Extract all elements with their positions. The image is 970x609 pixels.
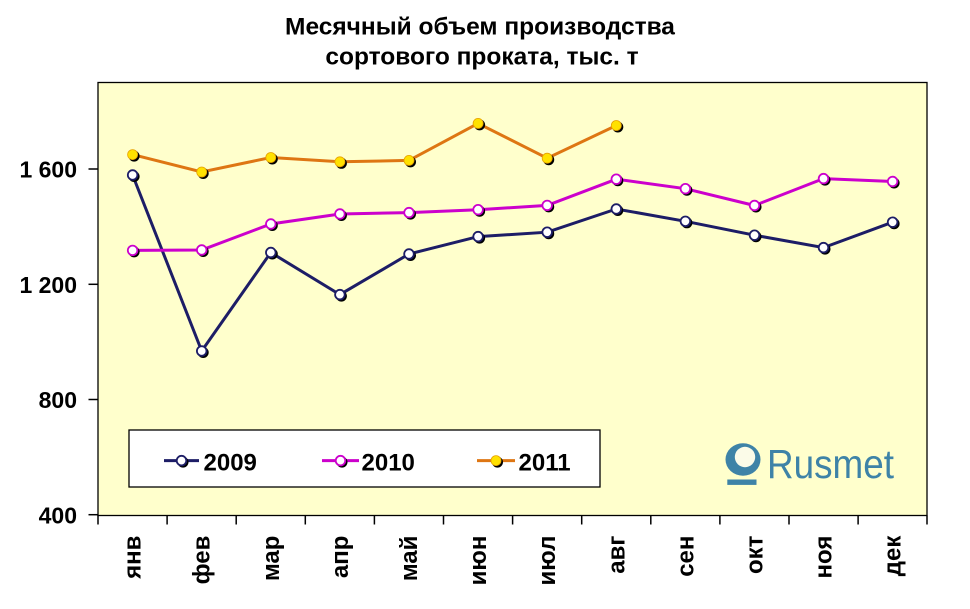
svg-text:1 200: 1 200 bbox=[19, 272, 77, 298]
svg-text:Месячный объем производства: Месячный объем производства bbox=[285, 14, 675, 41]
svg-text:2011: 2011 bbox=[519, 450, 571, 477]
svg-text:Rusmet: Rusmet bbox=[767, 441, 894, 487]
svg-text:мар: мар bbox=[258, 536, 285, 581]
svg-text:2009: 2009 bbox=[204, 450, 257, 477]
svg-text:апр: апр bbox=[327, 536, 354, 579]
svg-text:окт: окт bbox=[742, 535, 769, 574]
svg-text:июн: июн bbox=[465, 536, 492, 586]
svg-text:2010: 2010 bbox=[362, 450, 415, 477]
svg-text:400: 400 bbox=[39, 502, 77, 528]
svg-text:800: 800 bbox=[39, 387, 77, 413]
svg-text:янв: янв bbox=[120, 536, 147, 580]
svg-text:1 600: 1 600 bbox=[19, 157, 77, 183]
svg-text:сен: сен bbox=[672, 536, 699, 577]
svg-text:дек: дек bbox=[880, 535, 907, 577]
svg-text:июл: июл bbox=[534, 536, 561, 586]
svg-text:фев: фев bbox=[189, 536, 216, 585]
svg-text:авг: авг bbox=[603, 536, 630, 574]
svg-text:ноя: ноя bbox=[811, 536, 838, 579]
svg-text:май: май bbox=[396, 536, 423, 582]
svg-text:сортового проката, тыс. т: сортового проката, тыс. т bbox=[325, 44, 638, 71]
